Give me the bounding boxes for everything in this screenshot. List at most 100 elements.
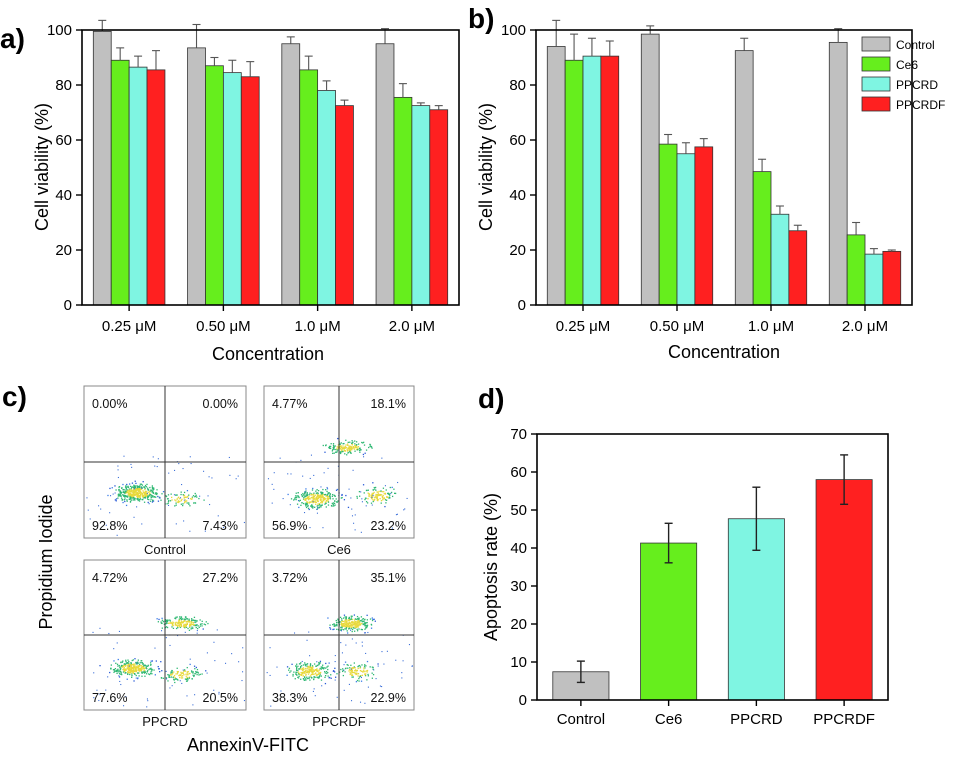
- panel-a-x-tick-label: 1.0 μM: [295, 318, 341, 335]
- flow-event-dot: [196, 620, 198, 622]
- flow-event-dot: [165, 670, 167, 672]
- flow-event-dot: [307, 665, 309, 668]
- flow-event-dot: [113, 671, 115, 673]
- flow-event-dot: [343, 689, 345, 691]
- flow-event-dot: [129, 485, 132, 488]
- flow-event-dot: [307, 498, 310, 501]
- flow-event-dot: [123, 665, 125, 667]
- flow-event-dot: [122, 671, 125, 673]
- flow-event-dot: [145, 667, 148, 669]
- flow-event-dot: [132, 659, 134, 661]
- flow-event-dot: [279, 457, 281, 459]
- flow-event-dot: [179, 500, 181, 503]
- flow-event-dot: [115, 662, 117, 664]
- flow-event-dot: [143, 671, 145, 673]
- flow-event-dot: [370, 502, 373, 504]
- flow-event-dot: [336, 673, 338, 675]
- flow-event-dot: [343, 664, 345, 666]
- flow-event-dot: [113, 648, 115, 650]
- flow-event-dot: [366, 660, 369, 663]
- flow-event-dot: [316, 508, 318, 510]
- panel-b-bar-ppcrd: [864, 253, 884, 306]
- panel-d-x-tick-label: PPCRD: [730, 711, 783, 728]
- flow-event-dot: [176, 667, 178, 669]
- flow-event-dot: [300, 671, 302, 674]
- flow-event-dot: [334, 451, 337, 453]
- flow-event-dot: [329, 628, 332, 630]
- flow-event-dot: [355, 445, 357, 448]
- flow-event-dot: [315, 490, 317, 492]
- flow-event-dot: [310, 666, 313, 669]
- flow-event-dot: [351, 621, 353, 623]
- flow-event-dot: [313, 492, 315, 494]
- flow-event-dot: [121, 661, 124, 663]
- flow-event-dot: [354, 626, 357, 628]
- flow-event-dot: [169, 620, 171, 622]
- flow-event-dot: [140, 669, 142, 671]
- flow-event-dot: [195, 621, 197, 623]
- flow-event-dot: [304, 671, 307, 673]
- flow-event-dot: [365, 622, 367, 624]
- flow-event-dot: [348, 670, 350, 672]
- flow-event-dot: [294, 495, 297, 497]
- flow-event-dot: [332, 452, 334, 454]
- flow-event-dot: [317, 500, 319, 502]
- flow-event-dot: [363, 669, 365, 671]
- flow-event-dot: [146, 668, 148, 670]
- flow-event-dot: [174, 681, 176, 684]
- flow-event-dot: [266, 672, 268, 674]
- flow-event-dot: [142, 492, 145, 494]
- flow-event-dot: [119, 673, 121, 675]
- flow-event-dot: [137, 492, 139, 495]
- flow-event-dot: [179, 626, 181, 628]
- flow-event-dot: [218, 693, 220, 695]
- flow-event-dot: [311, 671, 313, 673]
- flow-event-dot: [223, 526, 225, 528]
- flow-event-dot: [305, 495, 307, 497]
- panel-d-y-tick-label: 10: [510, 654, 527, 671]
- flow-event-dot: [205, 670, 207, 672]
- flow-event-dot: [133, 489, 135, 491]
- flow-event-dot: [132, 670, 135, 673]
- flow-event-dot: [131, 664, 133, 666]
- flow-event-dot: [123, 663, 126, 666]
- flow-event-dot: [145, 494, 147, 496]
- flow-event-dot: [351, 676, 353, 678]
- flow-event-dot: [161, 493, 163, 495]
- flow-event-dot: [334, 445, 336, 447]
- flow-event-dot: [148, 495, 150, 497]
- flow-event-dot: [117, 665, 119, 667]
- flow-event-dot: [386, 496, 389, 498]
- flow-event-dot: [125, 660, 127, 663]
- flow-event-dot: [196, 496, 198, 498]
- flow-event-dot: [173, 678, 175, 680]
- flow-event-dot: [346, 625, 348, 627]
- flow-event-dot: [307, 497, 309, 499]
- flow-event-dot: [313, 688, 315, 690]
- flow-event-dot: [317, 492, 319, 494]
- panel-c-x-axis-title: AnnexinV-FITC: [187, 735, 309, 755]
- flow-event-dot: [295, 496, 297, 499]
- flow-event-dot: [332, 449, 334, 451]
- flow-event-dot: [131, 466, 133, 468]
- flow-event-dot: [121, 494, 124, 496]
- flow-event-dot: [349, 451, 352, 454]
- flow-event-dot: [143, 495, 145, 497]
- flow-event-dot: [130, 463, 132, 465]
- flow-event-dot: [363, 620, 365, 622]
- flow-event-dot: [339, 452, 342, 454]
- flow-event-dot: [318, 496, 321, 499]
- flow-event-dot: [306, 667, 308, 669]
- flow-event-dot: [324, 682, 327, 685]
- flow-event-dot: [206, 652, 208, 654]
- flow-event-dot: [301, 660, 303, 663]
- flow-event-dot: [353, 666, 355, 668]
- flow-event-dot: [151, 487, 154, 489]
- flow-event-dot: [327, 492, 330, 494]
- flow-event-dot: [333, 623, 335, 625]
- flow-event-dot: [143, 672, 146, 674]
- flow-event-dot: [304, 672, 306, 675]
- flow-event-dot: [195, 666, 198, 669]
- flow-event-dot: [134, 490, 136, 492]
